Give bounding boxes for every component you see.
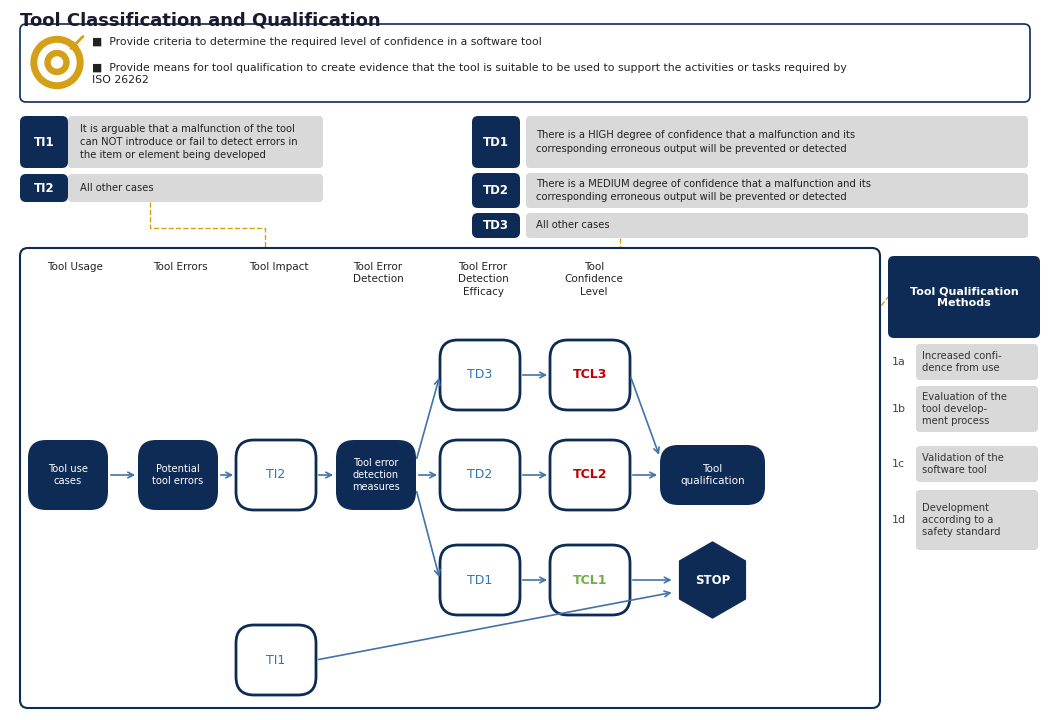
Text: Development
according to a
safety standard: Development according to a safety standa… bbox=[922, 503, 1001, 537]
Text: TI2: TI2 bbox=[267, 469, 286, 482]
FancyBboxPatch shape bbox=[20, 248, 880, 708]
FancyBboxPatch shape bbox=[472, 213, 520, 238]
Text: There is a HIGH degree of confidence that a malfunction and its
corresponding er: There is a HIGH degree of confidence tha… bbox=[536, 130, 855, 153]
Text: Tool use
cases: Tool use cases bbox=[48, 464, 88, 486]
Text: Evaluation of the
tool develop-
ment process: Evaluation of the tool develop- ment pro… bbox=[922, 392, 1007, 426]
FancyBboxPatch shape bbox=[550, 545, 630, 615]
Text: TD2: TD2 bbox=[467, 469, 492, 482]
Circle shape bbox=[38, 43, 76, 81]
Text: TD1: TD1 bbox=[467, 574, 492, 587]
FancyBboxPatch shape bbox=[916, 344, 1038, 380]
Text: TD3: TD3 bbox=[483, 219, 509, 232]
FancyBboxPatch shape bbox=[526, 173, 1028, 208]
Circle shape bbox=[51, 57, 63, 68]
Text: TD3: TD3 bbox=[467, 369, 492, 382]
FancyBboxPatch shape bbox=[550, 440, 630, 510]
FancyBboxPatch shape bbox=[550, 340, 630, 410]
FancyBboxPatch shape bbox=[916, 446, 1038, 482]
Circle shape bbox=[32, 37, 83, 89]
FancyBboxPatch shape bbox=[888, 256, 1040, 338]
FancyBboxPatch shape bbox=[472, 116, 520, 168]
Text: All other cases: All other cases bbox=[536, 220, 610, 230]
FancyBboxPatch shape bbox=[20, 24, 1030, 102]
FancyBboxPatch shape bbox=[138, 440, 218, 510]
FancyBboxPatch shape bbox=[526, 213, 1028, 238]
Text: TI1: TI1 bbox=[267, 654, 286, 667]
Text: Tool Error
Detection
Efficacy: Tool Error Detection Efficacy bbox=[458, 262, 508, 297]
Text: Potential
tool errors: Potential tool errors bbox=[152, 464, 204, 486]
FancyBboxPatch shape bbox=[440, 340, 520, 410]
Text: TD2: TD2 bbox=[483, 184, 509, 197]
FancyBboxPatch shape bbox=[68, 174, 323, 202]
Text: There is a MEDIUM degree of confidence that a malfunction and its
corresponding : There is a MEDIUM degree of confidence t… bbox=[536, 179, 872, 202]
Text: ■  Provide criteria to determine the required level of confidence in a software : ■ Provide criteria to determine the requ… bbox=[92, 37, 542, 47]
FancyBboxPatch shape bbox=[660, 445, 765, 505]
Text: ■  Provide means for tool qualification to create evidence that the tool is suit: ■ Provide means for tool qualification t… bbox=[92, 63, 846, 85]
Text: STOP: STOP bbox=[695, 574, 730, 587]
Text: TI1: TI1 bbox=[34, 135, 55, 148]
FancyBboxPatch shape bbox=[916, 386, 1038, 432]
FancyBboxPatch shape bbox=[526, 116, 1028, 168]
FancyBboxPatch shape bbox=[472, 173, 520, 208]
Text: Tool Qualification
Methods: Tool Qualification Methods bbox=[909, 286, 1018, 307]
Text: Increased confi-
dence from use: Increased confi- dence from use bbox=[922, 351, 1002, 373]
Text: Tool error
detection
measures: Tool error detection measures bbox=[352, 459, 400, 492]
Text: All other cases: All other cases bbox=[80, 183, 153, 193]
Text: TD1: TD1 bbox=[483, 135, 509, 148]
FancyBboxPatch shape bbox=[336, 440, 416, 510]
FancyBboxPatch shape bbox=[236, 625, 316, 695]
Text: Tool Error
Detection: Tool Error Detection bbox=[353, 262, 403, 284]
Text: 1c: 1c bbox=[892, 459, 905, 469]
FancyBboxPatch shape bbox=[20, 174, 68, 202]
FancyBboxPatch shape bbox=[28, 440, 108, 510]
Text: 1b: 1b bbox=[892, 404, 906, 414]
Text: TI2: TI2 bbox=[34, 181, 55, 194]
FancyBboxPatch shape bbox=[20, 116, 68, 168]
Polygon shape bbox=[679, 542, 746, 618]
Circle shape bbox=[45, 50, 69, 74]
FancyBboxPatch shape bbox=[440, 440, 520, 510]
FancyBboxPatch shape bbox=[236, 440, 316, 510]
Text: TCL1: TCL1 bbox=[572, 574, 607, 587]
Text: Tool
Confidence
Level: Tool Confidence Level bbox=[565, 262, 624, 297]
Text: TCL2: TCL2 bbox=[572, 469, 607, 482]
Text: Validation of the
software tool: Validation of the software tool bbox=[922, 453, 1004, 475]
FancyBboxPatch shape bbox=[440, 545, 520, 615]
Text: Tool
qualification: Tool qualification bbox=[680, 464, 744, 486]
Text: 1d: 1d bbox=[892, 515, 906, 525]
Text: 1a: 1a bbox=[892, 357, 906, 367]
Text: Tool Usage: Tool Usage bbox=[47, 262, 103, 272]
Text: TCL3: TCL3 bbox=[573, 369, 607, 382]
Text: Tool Classification and Qualification: Tool Classification and Qualification bbox=[20, 12, 380, 30]
Text: Tool Errors: Tool Errors bbox=[152, 262, 207, 272]
Text: Tool Impact: Tool Impact bbox=[249, 262, 309, 272]
FancyBboxPatch shape bbox=[68, 116, 323, 168]
Text: It is arguable that a malfunction of the tool
can NOT introduce or fail to detec: It is arguable that a malfunction of the… bbox=[80, 124, 297, 161]
FancyBboxPatch shape bbox=[916, 490, 1038, 550]
